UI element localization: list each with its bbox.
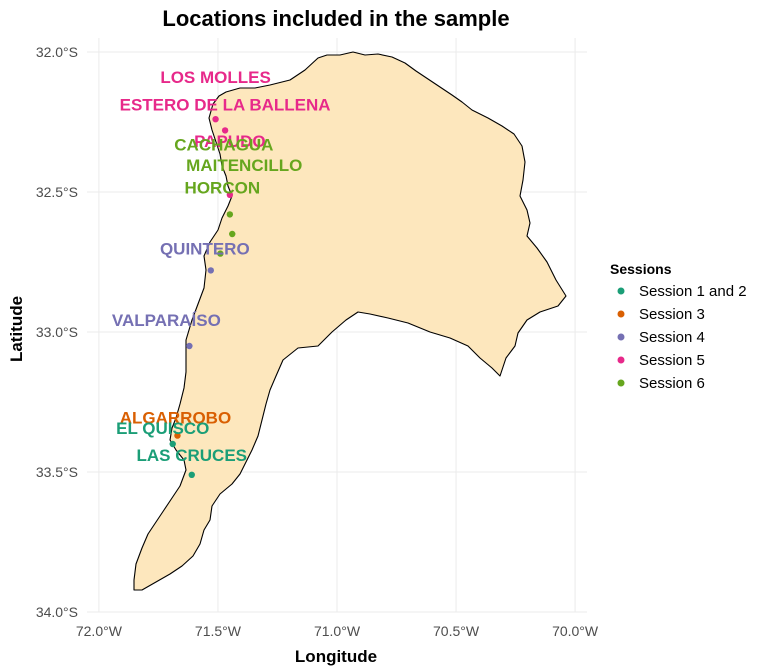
location-labels: LOS MOLLES ESTERO DE LA BALLENA PAPUDOCACH…	[112, 68, 331, 465]
legend-key	[617, 356, 625, 364]
x-tick-label: 71.0°W	[314, 623, 361, 639]
y-tick-label: 34.0°S	[36, 604, 78, 620]
x-axis-title: Longitude	[295, 647, 377, 666]
map-title: Locations included in the sample	[162, 6, 509, 31]
x-tick-label: 72.0°W	[76, 623, 123, 639]
legend-item-label: Session 4	[639, 329, 705, 346]
y-axis-title: Latitude	[7, 296, 26, 362]
location-point	[221, 127, 229, 134]
legend-key	[617, 310, 625, 318]
y-tick-label: 33.5°S	[36, 464, 78, 480]
location-point	[212, 116, 219, 123]
location-point	[186, 342, 193, 350]
x-tick-label: 70.5°W	[433, 623, 480, 639]
location-label: MAITENCILLO	[186, 156, 302, 175]
legend-key	[617, 379, 625, 387]
y-tick-label: 32.0°S	[36, 44, 78, 60]
location-point	[226, 211, 234, 218]
region-shape	[133, 51, 567, 591]
location-label: HORCON	[185, 179, 261, 198]
location-label: EL QUISCO	[116, 419, 209, 438]
y-tick-label: 32.5°S	[36, 184, 78, 200]
location-points	[169, 116, 236, 478]
location-point	[226, 191, 234, 198]
x-axis-ticks: 72.0°W 71.5°W 71.0°W 70.5°W 70.0°W	[76, 623, 599, 639]
legend-key	[617, 287, 625, 295]
location-point	[207, 267, 215, 274]
legend: Sessions Session 1 and 2 Session 3 Session…	[610, 261, 747, 392]
location-label: PAPUDO	[194, 132, 265, 151]
location-label: LAS CRUCES	[137, 446, 248, 465]
location-point	[188, 471, 195, 478]
legend-item-label: Session 6	[639, 375, 705, 392]
location-point	[217, 250, 224, 257]
y-axis-ticks: 32.0°S 32.5°S 33.0°S 33.5°S 34.0°S	[36, 44, 78, 620]
legend-key	[617, 333, 625, 341]
location-point	[174, 432, 181, 439]
location-point	[169, 440, 176, 448]
x-tick-label: 71.5°W	[195, 623, 242, 639]
location-point	[229, 230, 236, 238]
location-label: LOS MOLLES	[160, 68, 271, 87]
location-label: CACHAGUA	[174, 135, 273, 154]
location-label: ALGARROBO	[120, 409, 231, 428]
location-label: QUINTERO	[160, 239, 250, 258]
y-tick-label: 33.0°S	[36, 324, 78, 340]
legend-item-label: Session 5	[639, 352, 705, 369]
legend-item-label: Session 1 and 2	[639, 283, 747, 300]
location-label: ESTERO DE LA BALLENA	[120, 95, 331, 114]
legend-item-label: Session 3	[639, 306, 705, 323]
location-label: VALPARAÍSO	[112, 311, 221, 330]
x-tick-label: 70.0°W	[552, 623, 599, 639]
legend-title: Sessions	[610, 261, 672, 277]
